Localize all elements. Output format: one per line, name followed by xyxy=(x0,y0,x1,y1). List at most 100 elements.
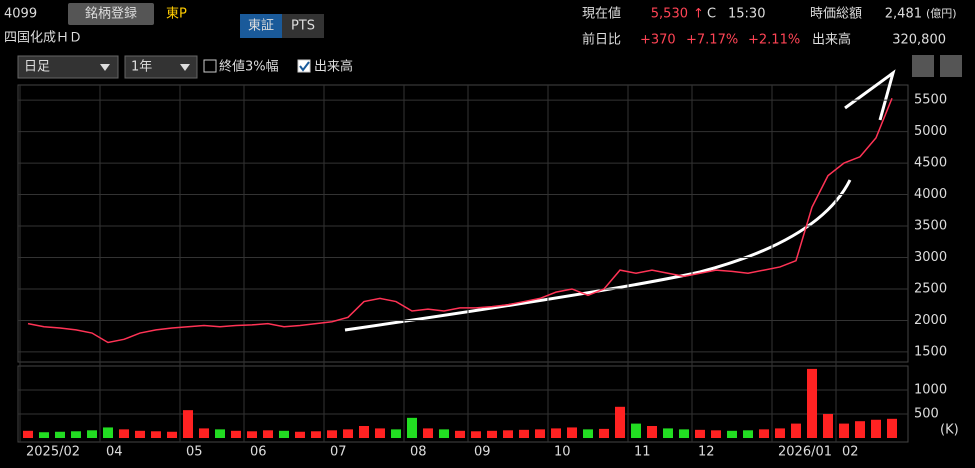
volume-bar xyxy=(711,430,721,438)
code: 4099 xyxy=(4,7,37,22)
range[interactable]: 1年 xyxy=(131,60,152,75)
x-tick-label: 2025/02 xyxy=(26,445,80,460)
tab-tse-label[interactable]: 東証 xyxy=(248,18,274,34)
volume-bar xyxy=(135,430,145,438)
x-tick-label: 11 xyxy=(634,445,651,460)
time: 15:30 xyxy=(728,7,765,22)
volume-bar xyxy=(743,430,753,438)
volume-bar xyxy=(343,429,353,438)
volume-bar xyxy=(775,428,785,438)
volume-bar xyxy=(695,429,705,438)
volume-bar xyxy=(455,430,465,438)
x-tick-label: 07 xyxy=(330,445,347,460)
volume-bar xyxy=(167,431,177,438)
period-select[interactable] xyxy=(17,55,119,79)
volume-bar xyxy=(551,428,561,438)
checkbox[interactable] xyxy=(203,59,217,73)
volume-bar xyxy=(327,430,337,438)
x-tick-label: 08 xyxy=(410,445,427,460)
x-tick-label: 05 xyxy=(186,445,203,460)
y-tick-label: 4000 xyxy=(914,187,947,202)
market: 東P xyxy=(166,6,187,22)
checkbox[interactable] xyxy=(297,59,311,73)
volume-bar xyxy=(183,410,193,438)
y-tick-label: 500 xyxy=(914,407,939,422)
price: 5,530 xyxy=(651,7,688,22)
y-tick-label: 3000 xyxy=(914,250,947,265)
x-tick-label: 06 xyxy=(250,445,267,460)
volume-bar xyxy=(839,423,849,438)
settings-btn[interactable] xyxy=(940,55,962,77)
y-tick-label: 5000 xyxy=(914,124,947,139)
volume-panel xyxy=(17,365,909,443)
price-line xyxy=(27,97,893,344)
volume-bar xyxy=(807,368,817,438)
volume-bar xyxy=(39,432,49,438)
x-tick-label: 10 xyxy=(554,445,571,460)
volume-bar xyxy=(279,430,289,438)
cap: 2,481 xyxy=(885,7,922,22)
trend-arrow xyxy=(844,69,896,121)
price-panel xyxy=(17,84,909,363)
volume-bar xyxy=(663,428,673,438)
tab-tse[interactable] xyxy=(240,14,282,38)
volume-bar xyxy=(887,418,897,438)
volume-bar xyxy=(407,417,417,438)
volume: 320,800 xyxy=(892,33,946,48)
volume-bar xyxy=(311,431,321,438)
y-tick-label: 1000 xyxy=(914,383,947,398)
caret xyxy=(100,64,110,71)
opt-volume[interactable]: 出来高 xyxy=(314,59,353,75)
stock-name: 四国化成ＨＤ xyxy=(4,31,82,46)
volume-bar xyxy=(791,423,801,438)
tab-pts[interactable] xyxy=(282,14,324,38)
y-tick-label: 1500 xyxy=(914,344,947,359)
register[interactable]: 銘柄登録 xyxy=(85,7,137,22)
cap-label: 時価総額 xyxy=(810,7,862,22)
volume-bar xyxy=(119,429,129,438)
volume-bar xyxy=(823,414,833,438)
period[interactable]: 日足 xyxy=(24,60,50,75)
volume-bar xyxy=(439,429,449,438)
volume-bar xyxy=(151,431,161,438)
opt-3pct[interactable]: 終値3%幅 xyxy=(219,59,279,75)
x-tick-label: 12 xyxy=(698,445,715,460)
register-btn[interactable] xyxy=(68,3,154,25)
arrow: ↑ xyxy=(693,7,704,22)
zoom-btn[interactable] xyxy=(912,55,934,77)
volume-bar xyxy=(71,431,81,438)
volume-bar xyxy=(199,428,209,438)
range-select[interactable] xyxy=(124,55,198,79)
volume-bar xyxy=(295,431,305,438)
unit: (K) xyxy=(940,423,959,438)
volume-bar xyxy=(487,430,497,438)
volume-bar xyxy=(471,431,481,438)
caret xyxy=(180,64,190,71)
y-tick-label: 2500 xyxy=(914,281,947,296)
volume-bar xyxy=(647,426,657,438)
x-tick-label: 04 xyxy=(106,445,123,460)
volume-bar xyxy=(375,428,385,438)
volume-bar xyxy=(247,431,257,438)
volume-bar xyxy=(599,428,609,438)
x-tick-label: 02 xyxy=(842,445,859,460)
check xyxy=(299,61,310,72)
volume-bar xyxy=(855,421,865,438)
volume-bar xyxy=(23,430,33,438)
price-label: 現在値 xyxy=(582,6,621,22)
volume-bar xyxy=(391,429,401,438)
y-tick-label: 2000 xyxy=(914,313,947,328)
volume-bar xyxy=(759,429,769,438)
x-tick-label: 2026/01 xyxy=(778,445,832,460)
y-tick-label: 4500 xyxy=(914,156,947,171)
volume-bar xyxy=(871,419,881,438)
volume-bar xyxy=(359,426,369,438)
tab-pts-label[interactable]: PTS xyxy=(291,19,315,34)
volume-bar xyxy=(679,429,689,438)
volume-bar xyxy=(103,427,113,438)
change-label: 前日比 xyxy=(582,32,621,48)
volume-bar xyxy=(215,429,225,438)
volume-bar xyxy=(535,429,545,438)
y-tick-label: 3500 xyxy=(914,219,947,234)
